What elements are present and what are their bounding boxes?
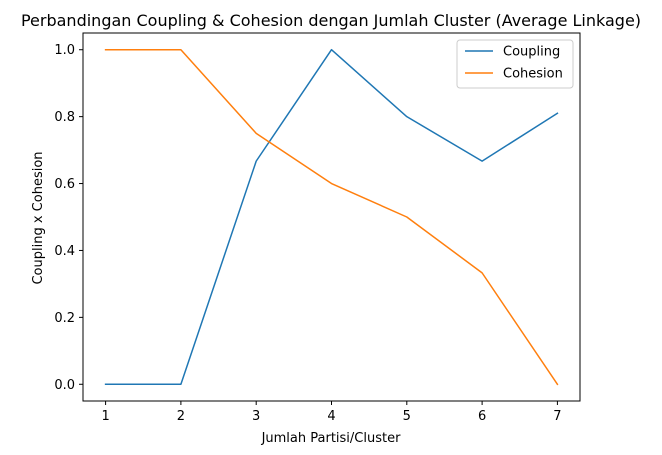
y-axis: 0.0 0.2 0.4 0.6 0.8 1.0: [54, 43, 83, 393]
x-tick-label: 3: [252, 409, 260, 424]
x-axis-label: Jumlah Partisi/Cluster: [261, 431, 402, 446]
x-tick-label: 6: [478, 409, 486, 424]
y-tick-label: 0.6: [54, 177, 75, 192]
y-tick-label: 0.8: [54, 110, 75, 125]
x-tick-label: 5: [403, 409, 411, 424]
y-tick-label: 0.0: [54, 378, 75, 393]
y-tick-label: 0.4: [54, 244, 75, 259]
y-tick-label: 0.2: [54, 311, 75, 326]
x-tick-label: 1: [101, 409, 109, 424]
series-line-coupling: [104, 48, 559, 386]
legend-box: [456, 39, 574, 89]
chart-title: Perbandingan Coupling & Cohesion dengan …: [21, 11, 641, 30]
series-line-cohesion: [104, 48, 559, 386]
legend-label-cohesion: Cohesion: [503, 67, 563, 82]
plot-area: 1 2 3 4 5 6 7 0.0 0.2 0.4 0.6 0.8 1.0: [54, 32, 581, 424]
x-tick-label: 2: [177, 409, 185, 424]
x-tick-label: 7: [553, 409, 561, 424]
legend-items: Coupling Cohesion: [465, 45, 563, 82]
y-axis-label: Coupling x Cohesion: [31, 151, 46, 284]
x-tick-label: 4: [327, 409, 335, 424]
x-axis: 1 2 3 4 5 6 7: [101, 401, 562, 424]
legend: Coupling Cohesion: [456, 39, 574, 89]
y-tick-label: 1.0: [54, 43, 75, 58]
legend-label-coupling: Coupling: [503, 45, 560, 60]
series-layer: [104, 48, 559, 386]
